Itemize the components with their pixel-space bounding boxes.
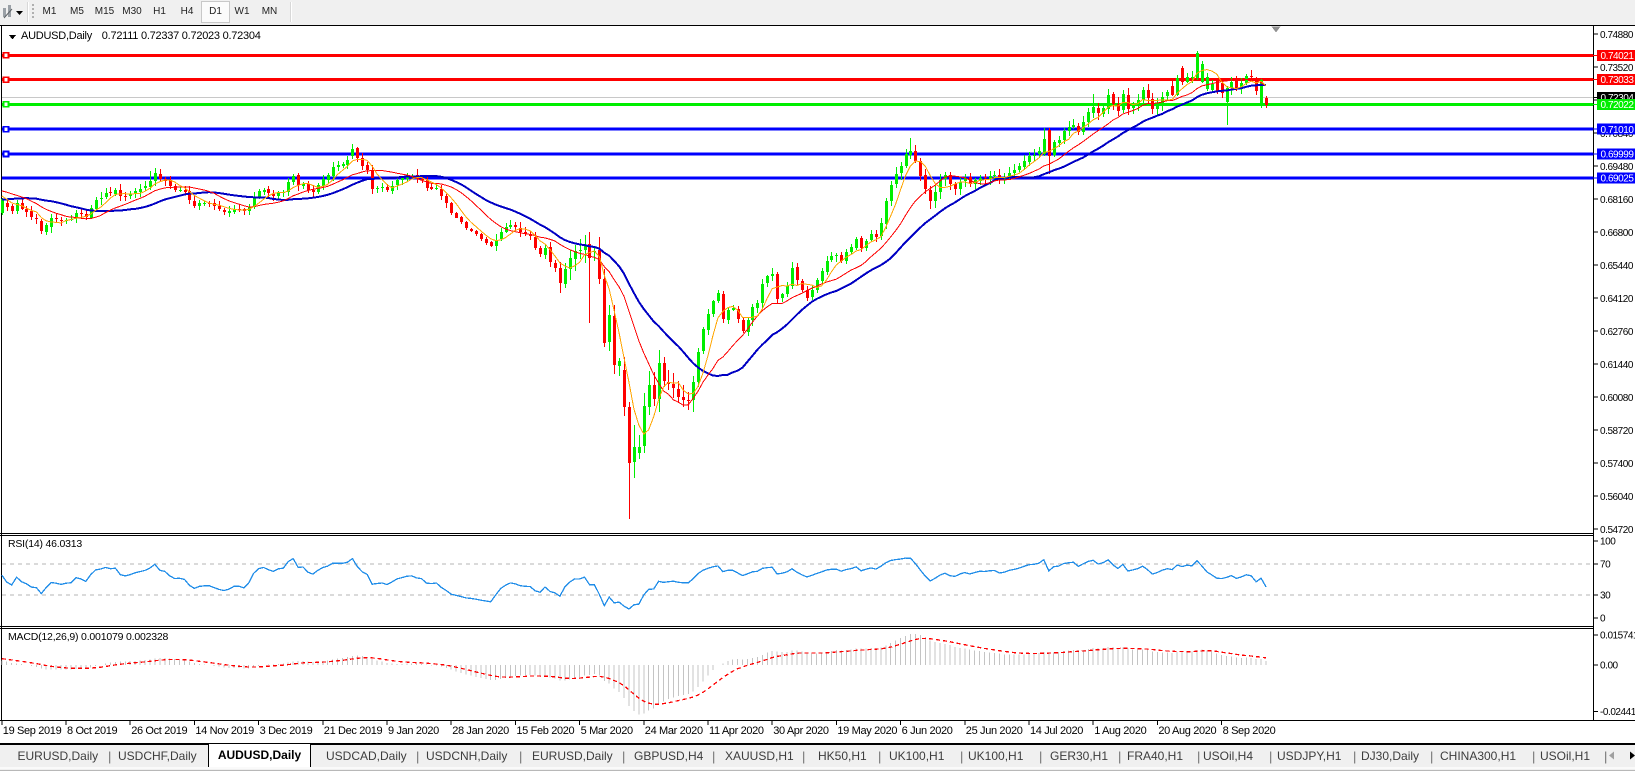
svg-text:0.64120: 0.64120 (1600, 294, 1634, 305)
svg-text:0.57400: 0.57400 (1600, 459, 1634, 470)
svg-text:0.73033: 0.73033 (1601, 75, 1635, 86)
svg-text:0.61440: 0.61440 (1600, 360, 1634, 371)
svg-text:0.69999: 0.69999 (1601, 150, 1635, 161)
svg-text:0.69025: 0.69025 (1601, 174, 1635, 185)
svg-text:8 Sep 2020: 8 Sep 2020 (1223, 725, 1276, 737)
svg-text:5 Mar 2020: 5 Mar 2020 (581, 725, 633, 737)
svg-text:14 Nov 2019: 14 Nov 2019 (195, 725, 254, 737)
svg-text:0.73520: 0.73520 (1600, 63, 1634, 74)
svg-text:0.68160: 0.68160 (1600, 195, 1634, 206)
svg-text:20 Aug 2020: 20 Aug 2020 (1158, 725, 1216, 737)
svg-text:0.62760: 0.62760 (1600, 327, 1634, 338)
svg-text:19 May 2020: 19 May 2020 (837, 725, 897, 737)
svg-text:26 Oct 2019: 26 Oct 2019 (131, 725, 187, 737)
svg-text:0.72304: 0.72304 (1601, 93, 1635, 104)
svg-text:30 Apr 2020: 30 Apr 2020 (773, 725, 829, 737)
svg-text:0.72022: 0.72022 (1601, 100, 1635, 111)
svg-text:70: 70 (1600, 560, 1611, 571)
svg-text:30: 30 (1600, 590, 1611, 601)
svg-text:0.66800: 0.66800 (1600, 228, 1634, 239)
svg-text:0.71010: 0.71010 (1601, 125, 1635, 136)
svg-text:9 Jan 2020: 9 Jan 2020 (388, 725, 439, 737)
svg-text:0.60080: 0.60080 (1600, 393, 1634, 404)
svg-text:0: 0 (1600, 613, 1606, 624)
svg-text:28 Jan 2020: 28 Jan 2020 (452, 725, 509, 737)
svg-text:8 Oct 2019: 8 Oct 2019 (67, 725, 118, 737)
svg-text:25 Jun 2020: 25 Jun 2020 (966, 725, 1023, 737)
svg-text:0.74880: 0.74880 (1600, 30, 1634, 41)
svg-text:0.69480: 0.69480 (1600, 162, 1634, 173)
svg-text:0.00: 0.00 (1600, 661, 1619, 672)
svg-text:6 Jun 2020: 6 Jun 2020 (902, 725, 953, 737)
svg-text:14 Jul 2020: 14 Jul 2020 (1030, 725, 1083, 737)
svg-text:0.54720: 0.54720 (1600, 525, 1634, 536)
svg-text:-0.02441: -0.02441 (1600, 707, 1635, 718)
svg-text:21 Dec 2019: 21 Dec 2019 (324, 725, 383, 737)
svg-text:15 Feb 2020: 15 Feb 2020 (516, 725, 574, 737)
svg-text:3 Dec 2019: 3 Dec 2019 (260, 725, 313, 737)
svg-text:0.58720: 0.58720 (1600, 426, 1634, 437)
svg-text:11 Apr 2020: 11 Apr 2020 (709, 725, 764, 737)
svg-text:24 Mar 2020: 24 Mar 2020 (645, 725, 703, 737)
svg-text:0.015741: 0.015741 (1600, 631, 1635, 642)
svg-text:0.65440: 0.65440 (1600, 261, 1634, 272)
svg-text:100: 100 (1600, 537, 1616, 548)
svg-text:0.56040: 0.56040 (1600, 492, 1634, 503)
svg-text:19 Sep 2019: 19 Sep 2019 (3, 725, 62, 737)
svg-text:1 Aug 2020: 1 Aug 2020 (1094, 725, 1146, 737)
svg-text:0.74021: 0.74021 (1601, 51, 1635, 62)
